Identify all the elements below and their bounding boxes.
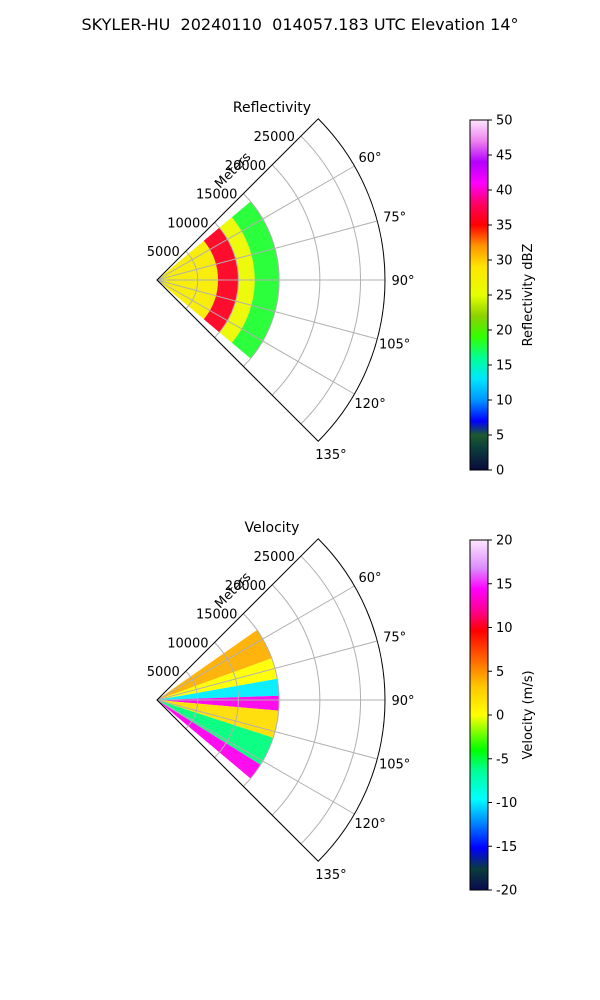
grid-spoke: [156, 279, 355, 395]
colorbar-label: Reflectivity dBZ: [521, 244, 536, 347]
range-tick-label: 20000: [225, 579, 266, 594]
colorbar-tick-label: 30: [496, 254, 513, 269]
range-tick-label: 15000: [196, 188, 237, 203]
grid-spoke: [156, 279, 378, 340]
colorbar-tick-label: 45: [496, 149, 513, 164]
colorbar-tick-label: 40: [496, 184, 513, 199]
range-tick-label: 15000: [196, 608, 237, 623]
colorbar-tick-label: -10: [496, 796, 517, 811]
colorbar-tick-label: 15: [496, 359, 513, 374]
polar-panel-0: 5000 10000 15000 20000 25000 60° 75° 90° 105° 120…: [147, 100, 536, 479]
colorbar-tick-label: 15: [496, 577, 513, 592]
colorbar-tick-label: 10: [496, 621, 513, 636]
velocity-zone: [157, 695, 280, 711]
colorbar-tick-label: 20: [496, 534, 513, 549]
range-tick-label: 5000: [147, 665, 180, 680]
velocity-zone: [157, 678, 280, 700]
colorbar: [469, 539, 489, 891]
grid-spoke: [156, 699, 378, 760]
grid-spoke: [156, 640, 378, 701]
panel-title: Velocity: [245, 520, 300, 536]
colorbar-tick-label: 5: [496, 665, 504, 680]
colorbar-tick-label: 5: [496, 429, 504, 444]
grid-spoke: [156, 699, 355, 815]
grid-spoke: [156, 585, 355, 701]
panel-title: Reflectivity: [233, 100, 311, 116]
colorbar-tick-label: 0: [496, 464, 504, 479]
range-tick-label: 20000: [225, 159, 266, 174]
velocity-zone: [157, 700, 279, 738]
reflectivity-zone: [219, 217, 255, 343]
colorbar-tick-label: -5: [496, 752, 509, 767]
colorbar-tick-label: 10: [496, 394, 513, 409]
colorbar-tick-label: 20: [496, 324, 513, 339]
velocity-zone: [157, 658, 278, 700]
angle-tick-label: 105°: [379, 338, 410, 353]
colorbar: [469, 119, 489, 471]
page-title: SKYLER-HU 20240110 014057.183 UTC Elevat…: [81, 15, 519, 34]
colorbar-label: Velocity (m/s): [521, 670, 536, 759]
polar-frame: [156, 118, 386, 442]
angle-tick-label: 90°: [391, 274, 414, 289]
angle-tick-label: 75°: [383, 630, 406, 645]
range-tick-label: 10000: [167, 636, 208, 651]
colorbar-tick-label: 0: [496, 709, 504, 724]
angle-tick-label: 120°: [354, 397, 385, 412]
angle-tick-label: 75°: [383, 210, 406, 225]
angle-tick-label: 120°: [354, 817, 385, 832]
range-tick-label: 25000: [254, 550, 295, 565]
angle-tick-label: 90°: [391, 694, 414, 709]
colorbar-tick-label: 25: [496, 289, 513, 304]
range-tick-label: 5000: [147, 245, 180, 260]
angle-tick-label: 135°: [315, 868, 346, 883]
polar-frame: [156, 538, 386, 862]
polar-panel-1: 5000 10000 15000 20000 25000 60° 75° 90° 105° 120…: [147, 520, 536, 899]
colorbar-tick-label: -20: [496, 884, 517, 899]
angle-tick-label: 105°: [379, 758, 410, 773]
velocity-zone: [157, 629, 272, 700]
grid-spoke: [156, 165, 355, 281]
velocity-zone: [157, 700, 261, 779]
grid-spoke: [156, 220, 378, 281]
range-tick-label: 10000: [167, 216, 208, 231]
range-tick-label: 25000: [254, 130, 295, 145]
colorbar-tick-label: 35: [496, 219, 513, 234]
angle-tick-label: 60°: [359, 151, 382, 166]
velocity-zone: [157, 700, 274, 765]
colorbar-tick-label: 50: [496, 114, 513, 129]
angle-tick-label: 60°: [359, 571, 382, 586]
colorbar-tick-label: -15: [496, 840, 517, 855]
angle-tick-label: 135°: [315, 448, 346, 463]
